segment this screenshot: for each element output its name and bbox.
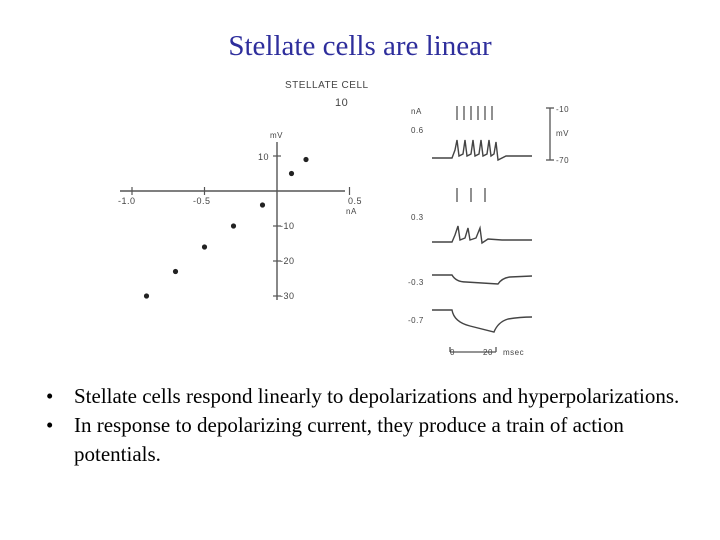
voltage-scale-bar (546, 107, 554, 161)
x-tick-label: -1.0 (118, 196, 136, 206)
y-tick-label: -30 (280, 291, 295, 301)
iv-axis-ticks (131, 155, 351, 297)
slide-title: Stellate cells are linear (228, 30, 492, 62)
figure-svg: STELLATE CELL 10 mV nA -1.0 -0.5 0.5 10 … (118, 80, 569, 357)
scale-bottom-label: -70 (556, 156, 569, 165)
iv-data-point (172, 268, 179, 275)
time-scale-bar (449, 347, 497, 353)
y-tick-label: 10 (258, 152, 269, 162)
trace-0.6 (432, 139, 532, 162)
iv-data-point (201, 244, 208, 250)
iv-data-point (288, 170, 295, 177)
bullet-list: • Stellate cells respond linearly to dep… (40, 382, 680, 469)
iv-data-point (259, 202, 266, 208)
figure-title: STELLATE CELL (285, 80, 369, 91)
x-tick-label: 0.5 (348, 196, 362, 206)
time-end-label: 20 (483, 348, 493, 357)
scale-unit-label: mV (556, 129, 569, 138)
trace-0.3 (432, 225, 532, 245)
iv-data-point (303, 156, 309, 163)
bullet-dot: • (46, 413, 54, 437)
x-tick-label: -0.5 (193, 196, 211, 206)
trace-neg-0.7 (432, 309, 533, 333)
current-label: -0.3 (408, 278, 424, 287)
current-label: 0.6 (411, 126, 424, 135)
bullet-text: Stellate cells respond linearly to depol… (74, 384, 680, 408)
bullet-item: • Stellate cells respond linearly to dep… (40, 382, 680, 411)
trace-neg-0.3 (432, 274, 533, 285)
current-label: 0.3 (411, 213, 424, 222)
scale-top-label: -10 (556, 105, 569, 114)
bullet-text: In response to depolarizing current, the… (74, 413, 624, 466)
iv-data-points (143, 156, 309, 299)
stimulus-marks-0.6 (456, 106, 493, 120)
figure-number: 10 (335, 97, 348, 109)
iv-data-point (230, 223, 237, 229)
stimulus-marks-0.3 (456, 188, 486, 202)
iv-data-point (143, 293, 150, 299)
y-tick-label: -10 (280, 221, 295, 231)
traces-panel: nA 0.6 0.3 -0.3 -0.7 (408, 105, 569, 357)
stellate-cell-figure: STELLATE CELL 10 mV nA -1.0 -0.5 0.5 10 … (110, 70, 570, 365)
current-label: -0.7 (408, 316, 424, 325)
bullet-item: • In response to depolarizing current, t… (40, 411, 680, 469)
y-axis-unit: mV (270, 131, 283, 140)
bullet-dot: • (46, 384, 54, 408)
time-start-label: 0 (450, 348, 455, 357)
y-tick-label: -20 (280, 256, 295, 266)
time-unit-label: msec (503, 348, 524, 357)
x-axis-unit: nA (346, 207, 357, 216)
iv-plot: mV nA -1.0 -0.5 0.5 10 -10 -20 -30 (118, 131, 362, 301)
current-unit: nA (411, 107, 422, 116)
